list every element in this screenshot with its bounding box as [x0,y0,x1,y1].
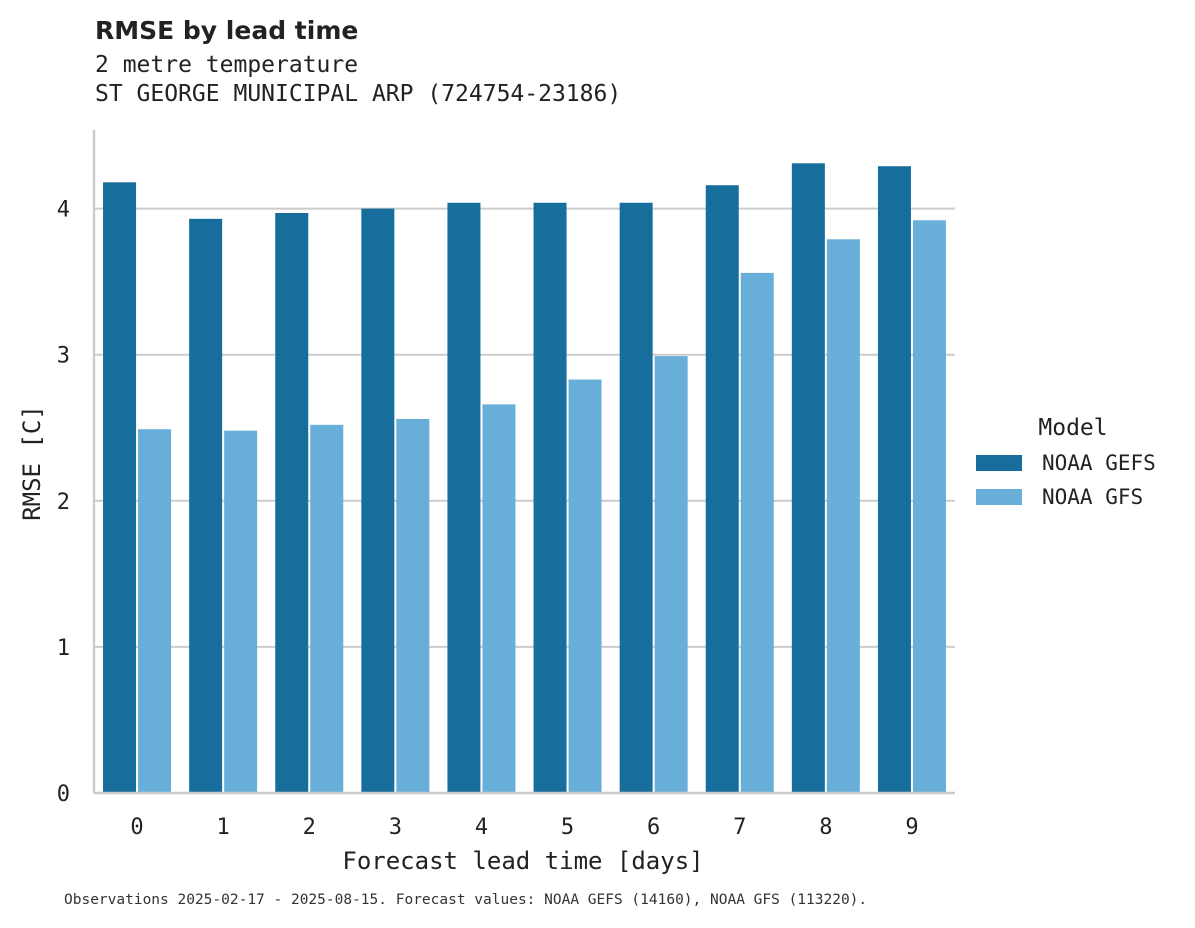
x-tick-label: 5 [561,815,574,840]
bar-noaa-gefs [705,185,739,793]
y-tick-label: 0 [57,782,70,807]
x-tick-label: 0 [130,815,143,840]
y-tick-label: 3 [57,344,70,369]
y-tick-label: 2 [57,490,70,515]
bar-noaa-gefs [877,166,911,793]
bar-noaa-gfs [912,220,946,794]
x-tick-label: 6 [647,815,660,840]
bar-noaa-gfs [740,272,774,793]
bar-noaa-gfs [310,424,344,793]
bars [103,163,946,794]
tick-labels: 0 1 2 3 4 0 1 2 3 4 5 6 7 8 9 [57,198,919,840]
bar-noaa-gefs [619,202,653,794]
legend-title: Model [1038,415,1107,441]
bar-noaa-gfs [654,356,688,793]
bar-noaa-gfs [482,404,516,793]
chart-subtitle-station: ST GEORGE MUNICIPAL ARP (724754-23186) [95,81,622,107]
legend-label: NOAA GFS [1042,485,1143,509]
bar-noaa-gfs [224,430,258,793]
footnote: Observations 2025-02-17 - 2025-08-15. Fo… [64,892,868,908]
bar-noaa-gefs [533,202,567,794]
x-tick-label: 1 [217,815,230,840]
legend-label: NOAA GEFS [1042,451,1156,475]
bar-noaa-gefs [103,182,137,793]
bar-noaa-gefs [361,208,395,794]
bar-noaa-gefs [275,212,309,793]
x-tick-label: 7 [733,815,746,840]
bar-noaa-gefs [447,202,481,794]
chart-title: RMSE by lead time [95,16,359,45]
axes [92,130,955,795]
x-tick-label: 9 [905,815,918,840]
y-tick-label: 1 [57,636,70,661]
chart-subtitle-variable: 2 metre temperature [95,52,359,78]
y-tick-label: 4 [57,198,70,223]
bar-noaa-gfs [826,239,860,793]
x-tick-label: 3 [389,815,402,840]
bar-noaa-gfs [138,429,172,793]
legend-swatch [976,489,1022,505]
legend: Model NOAA GEFS NOAA GFS [976,415,1156,509]
y-axis-label: RMSE [C] [18,405,46,521]
grid-lines [94,207,955,648]
bar-noaa-gfs [396,418,430,793]
bar-noaa-gfs [568,379,602,793]
x-tick-label: 2 [303,815,316,840]
bar-noaa-gefs [791,163,825,793]
x-tick-label: 4 [475,815,488,840]
x-tick-label: 8 [819,815,832,840]
bar-noaa-gefs [189,218,223,793]
legend-swatch [976,455,1022,471]
x-axis-label: Forecast lead time [days] [342,847,703,875]
